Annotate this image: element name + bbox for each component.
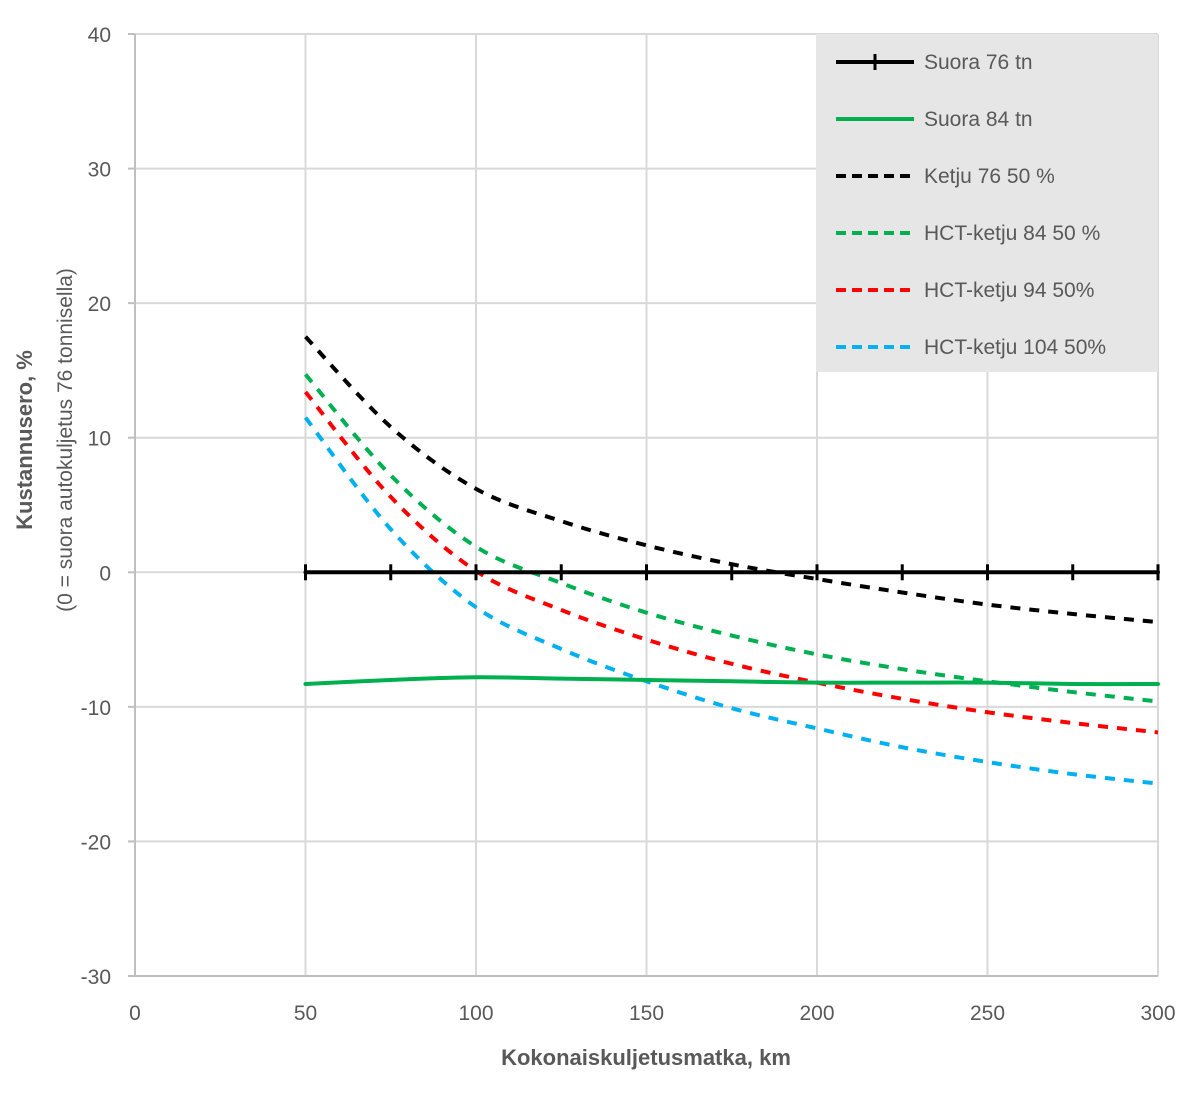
- x-tick-label: 150: [629, 1002, 664, 1025]
- legend: Suora 76 tn Suora 84 tn Ketju 76 50 % HCT-k…: [816, 34, 1158, 372]
- x-tick-label: 200: [799, 1002, 834, 1025]
- x-axis-title: Kokonaiskuljetusmatka, km: [501, 1045, 791, 1070]
- y-tick-label: -10: [81, 697, 111, 720]
- series-line-suora-84-tn: [303, 675, 1160, 687]
- series-line-hct-ketju-84-50: [303, 373, 1159, 704]
- legend-label: Ketju 76 50 %: [924, 165, 1055, 188]
- y-tick-label: 10: [88, 428, 111, 451]
- y-tick-label: 20: [88, 293, 111, 316]
- x-tick-label: 0: [129, 1002, 141, 1025]
- x-tick-label: 300: [1140, 1002, 1175, 1025]
- y-axis-subtitle: (0 = suora autokuljetus 76 tonnisella): [54, 268, 77, 612]
- y-tick-label: 40: [88, 24, 111, 47]
- y-tick-label: 0: [99, 562, 111, 585]
- y-tick-label: -20: [81, 831, 111, 854]
- legend-label: HCT-ketju 94 50%: [924, 279, 1094, 302]
- legend-label: HCT-ketju 84 50 %: [924, 222, 1100, 245]
- x-tick-label: 100: [458, 1002, 493, 1025]
- series-line-hct-ketju-104-50: [303, 416, 1159, 786]
- legend-label: HCT-ketju 104 50%: [924, 336, 1106, 359]
- legend-label: Suora 84 tn: [924, 108, 1033, 131]
- legend-label: Suora 76 tn: [924, 51, 1033, 74]
- series-line-hct-ketju-94-50: [303, 390, 1159, 735]
- legend-background: [816, 34, 1158, 372]
- series-line-ketju-76-50: [304, 335, 1159, 625]
- series-group: [303, 335, 1160, 786]
- x-tick-label: 250: [970, 1002, 1005, 1025]
- y-tick-label: -30: [81, 966, 111, 989]
- y-tick-label: 30: [88, 159, 111, 182]
- y-axis-title: Kustannusero, %: [12, 350, 37, 530]
- x-tick-label: 50: [294, 1002, 317, 1025]
- axes: [128, 33, 1158, 977]
